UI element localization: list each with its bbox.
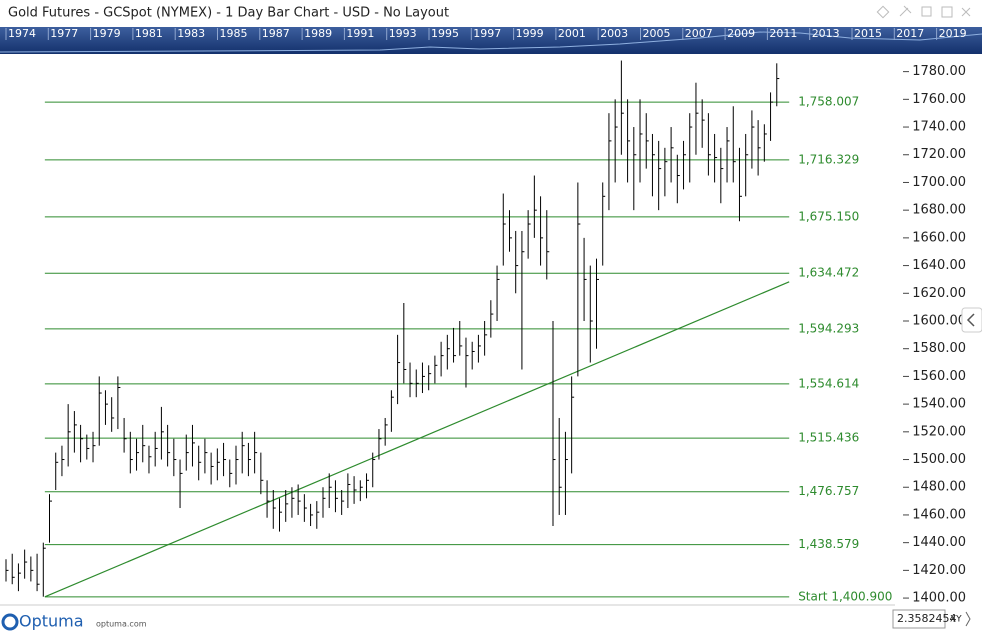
logo-icon (1, 613, 19, 631)
timeline-year: 2009 (727, 27, 755, 40)
fib-label: 1,594.293 (798, 321, 859, 335)
y-tick-label: 1740.00 (912, 120, 966, 135)
y-tick-label: 1420.00 (912, 563, 966, 578)
y-tick-label: 1480.00 (912, 480, 966, 495)
y-tick-label: 1660.00 (912, 230, 966, 245)
timeline-year: 1991 (346, 27, 374, 40)
y-tick-label: 1780.00 (912, 64, 966, 79)
timeline-year: 1995 (431, 27, 459, 40)
timeline-year: 1983 (177, 27, 205, 40)
fib-label: 1,515.436 (798, 431, 859, 445)
fib-label: 1,554.614 (798, 376, 859, 390)
timeline-year: 2019 (939, 27, 967, 40)
y-tick-label: 1700.00 (912, 175, 966, 190)
timeline-year: 1974 (8, 27, 36, 40)
mode-arrow[interactable] (965, 611, 971, 627)
fib-label: 1,476.757 (798, 484, 859, 498)
y-tick-label: 1460.00 (912, 507, 966, 522)
y-tick-label: 1640.00 (912, 258, 966, 273)
readout: 2.3582454 (897, 612, 957, 625)
y-tick-label: 1560.00 (912, 369, 966, 384)
y-tick-label: 1500.00 (912, 452, 966, 467)
y-tick-label: 1680.00 (912, 203, 966, 218)
timeline-year: 1997 (473, 27, 501, 40)
fib-label: 1,758.007 (798, 95, 859, 109)
timeline-year: 1989 (304, 27, 332, 40)
footer (0, 605, 982, 635)
fib-label: 1,438.579 (798, 537, 859, 551)
timeline-year: 1979 (93, 27, 121, 40)
timeline-year: 2003 (600, 27, 628, 40)
y-tick-label: 1580.00 (912, 341, 966, 356)
title-bar (0, 0, 982, 27)
timeline-year: 2017 (896, 27, 924, 40)
timeline-sparkline (0, 31, 982, 53)
timeline-year: 2013 (812, 27, 840, 40)
y-tick-label: 1720.00 (912, 147, 966, 162)
timeline-year: 2007 (685, 27, 713, 40)
timeline-year: 1977 (50, 27, 78, 40)
trend-line (44, 281, 790, 598)
timeline-year: 1999 (516, 27, 544, 40)
readout-box[interactable] (892, 609, 946, 629)
timeline-strip[interactable] (0, 27, 982, 54)
fib-label: 1,675.150 (798, 209, 859, 223)
y-tick-label: 1520.00 (912, 424, 966, 439)
y-tick-label: 1440.00 (912, 535, 966, 550)
timeline-year: 1981 (135, 27, 163, 40)
timeline-year: 2015 (854, 27, 882, 40)
side-panel-arrow (966, 313, 975, 327)
timeline-year: 2005 (643, 27, 671, 40)
y-tick-label: 1620.00 (912, 286, 966, 301)
window-title: Gold Futures - GCSpot (NYMEX) - 1 Day Ba… (8, 6, 449, 21)
brand: Optuma (19, 612, 84, 631)
timeline-year: 1985 (220, 27, 248, 40)
fib-label: Start 1,400.900 (798, 589, 892, 603)
window-controls[interactable] (876, 5, 971, 19)
y-tick-label: 1540.00 (912, 397, 966, 412)
y-tick-label: 1400.00 (912, 591, 966, 606)
fib-label: 1,716.329 (798, 152, 859, 166)
y-tick-label: 1760.00 (912, 92, 966, 107)
site: optuma.com (96, 620, 147, 629)
y-tick-label: 1600.00 (912, 313, 966, 328)
fib-label: 1,634.472 (798, 266, 859, 280)
timeline-year: 1987 (262, 27, 290, 40)
side-panel-toggle[interactable] (961, 307, 982, 333)
timeline-year: 2011 (769, 27, 797, 40)
timeline-year: 1993 (389, 27, 417, 40)
timeline-year: 2001 (558, 27, 586, 40)
mode[interactable]: XY (950, 615, 962, 625)
